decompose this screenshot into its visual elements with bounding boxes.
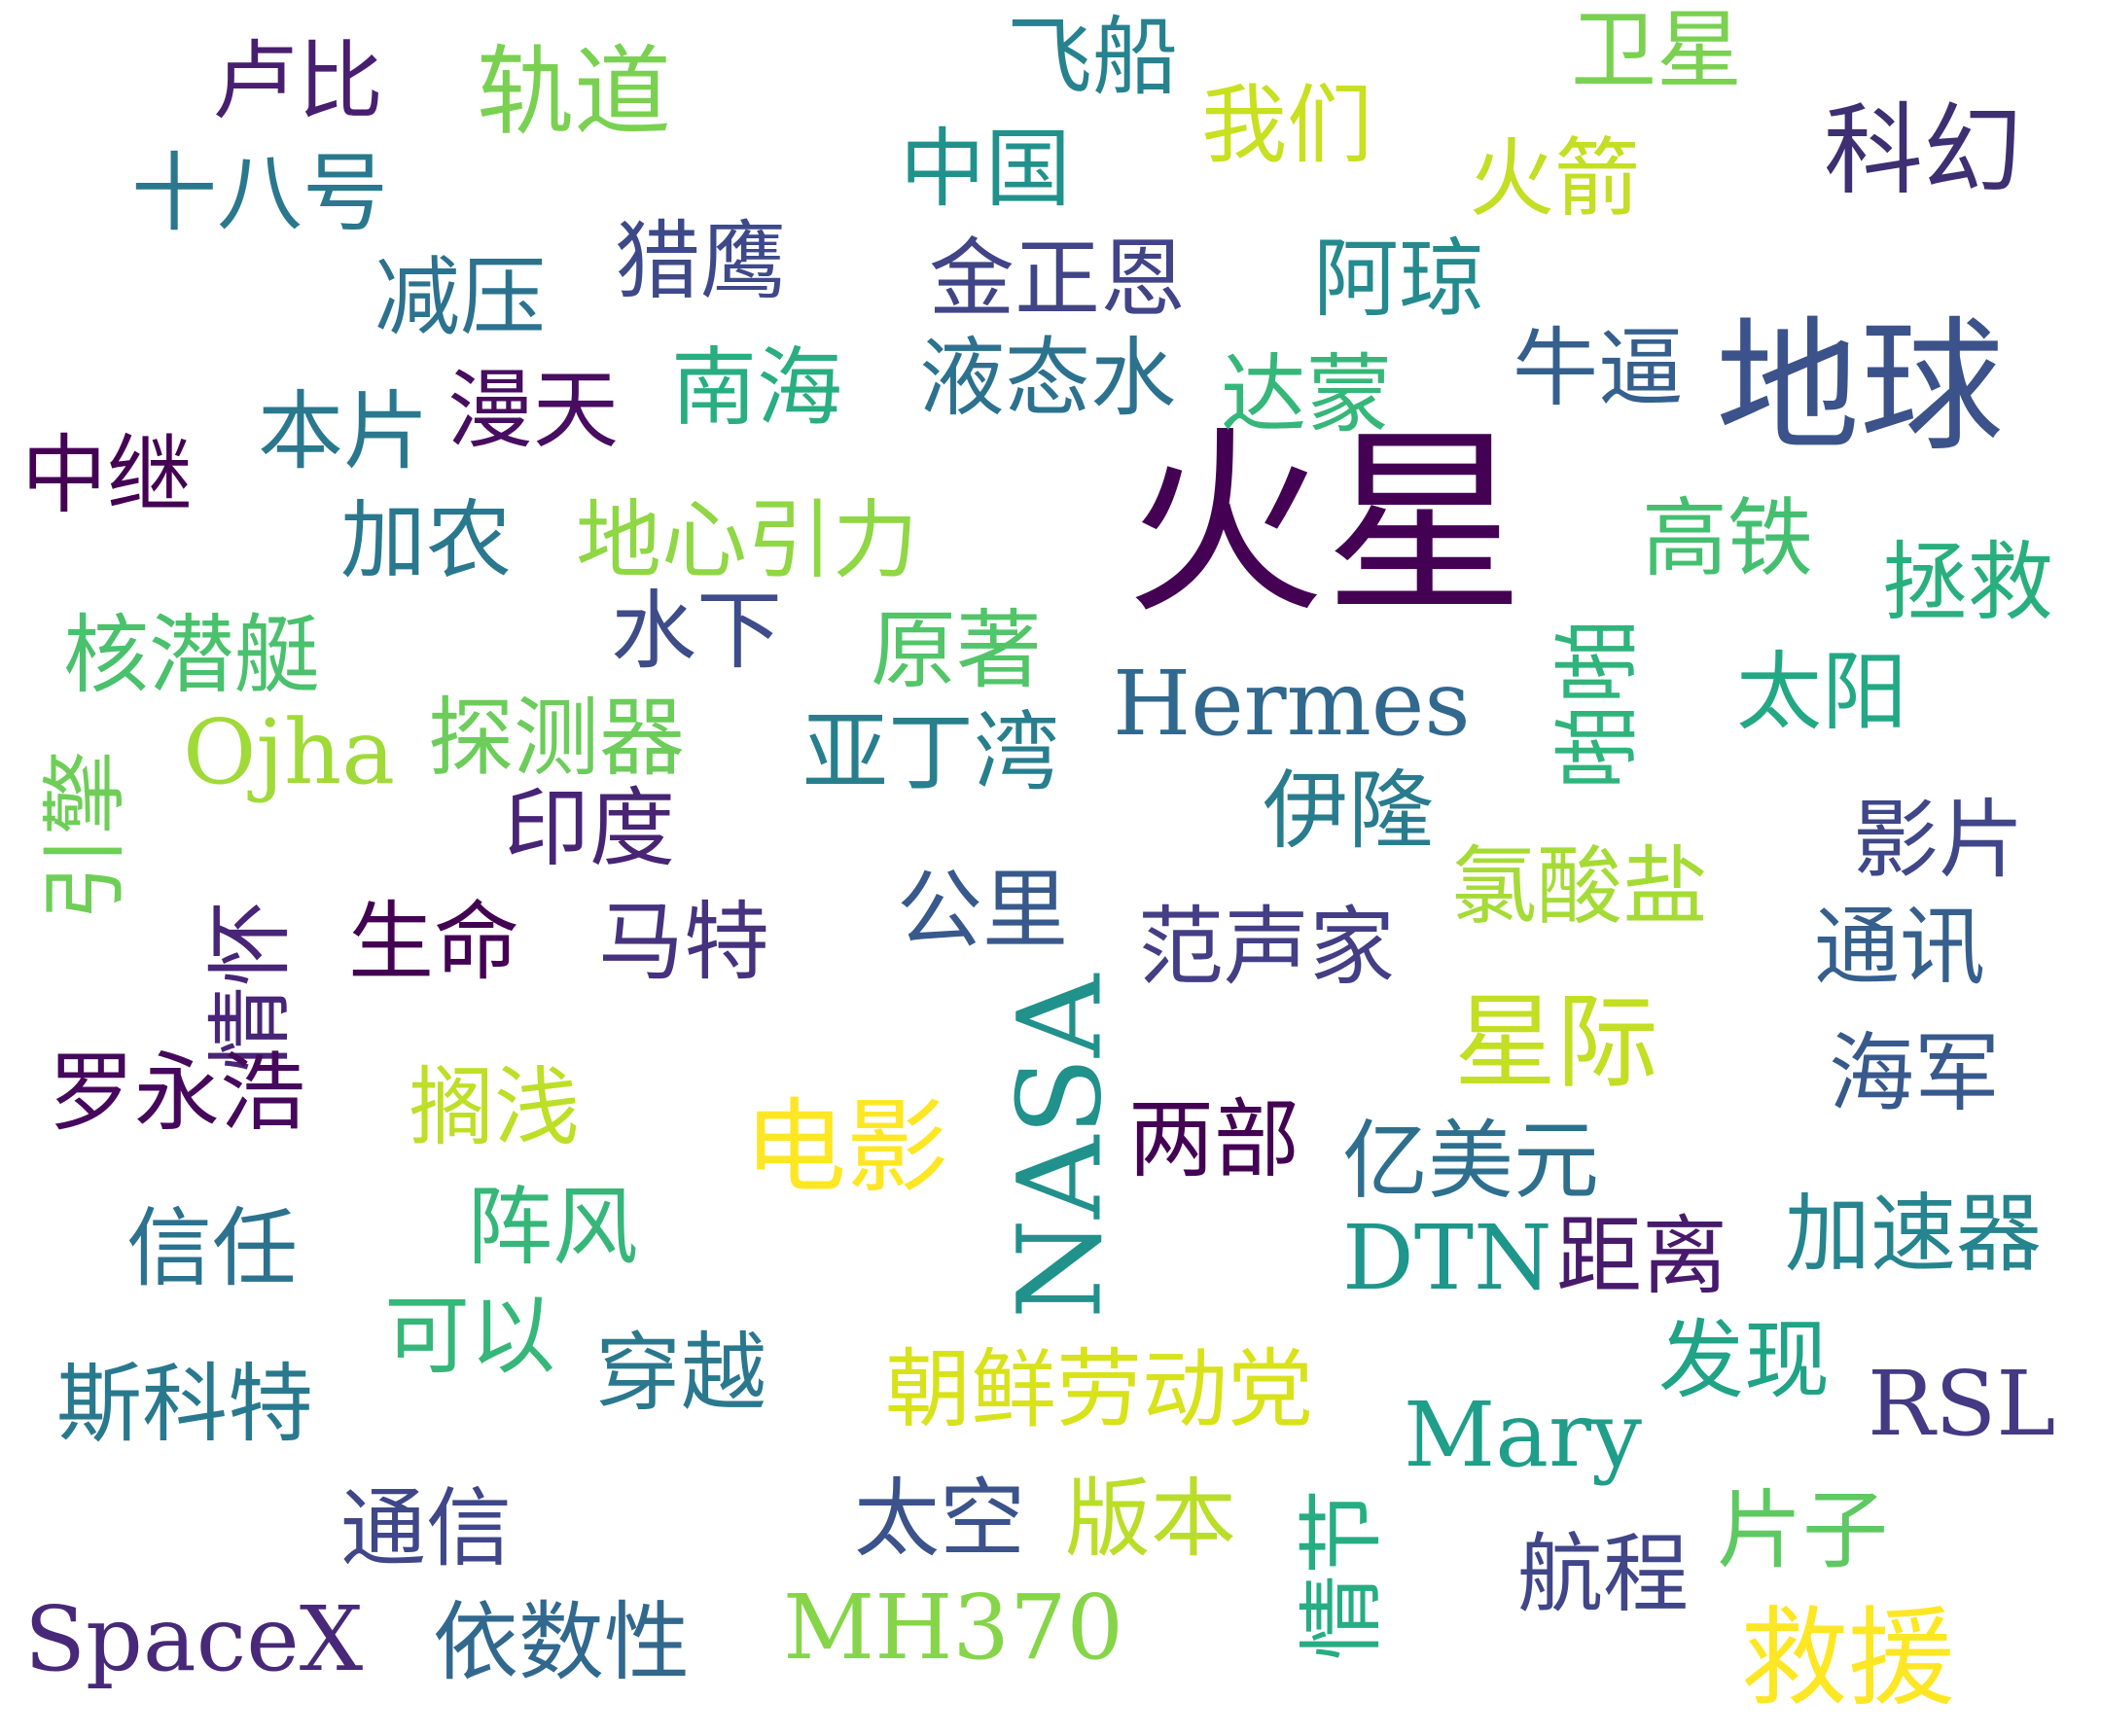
word-zhengjiu: 拯救 xyxy=(1882,532,2054,632)
word-spacex: SpaceX xyxy=(24,1587,364,1691)
word-pianzi: 片子 xyxy=(1717,1480,1889,1580)
word-zhongguo: 中国 xyxy=(900,119,1072,219)
word-geqian: 搁浅 xyxy=(409,1057,581,1157)
word-fanshengjia: 范声家 xyxy=(1138,897,1396,997)
word-shibahao: 十八号 xyxy=(131,143,389,243)
word-dianying: 电影 xyxy=(744,1088,949,1207)
word-yindu: 印度 xyxy=(504,778,676,878)
word-xinren: 信任 xyxy=(126,1198,299,1298)
word-dtn: DTN xyxy=(1342,1206,1552,1310)
word-nanhai: 南海 xyxy=(671,337,843,438)
word-lieying: 猎鹰 xyxy=(615,211,787,311)
word-nasa: NASA xyxy=(992,974,1127,1320)
word-dixinyinli: 地心引力 xyxy=(576,490,919,590)
word-haijun: 海军 xyxy=(1829,1023,2001,1123)
word-shuixia: 水下 xyxy=(611,581,783,681)
word-benpian: 本片 xyxy=(258,381,430,481)
word-lvsuanyan: 氯酸盐 xyxy=(1451,836,1709,937)
word-yingpian: 影片 xyxy=(1853,790,2025,890)
word-ojha: Ojha xyxy=(183,700,396,804)
word-aqiong: 阿琼 xyxy=(1313,229,1485,329)
word-huoxing: 火星 xyxy=(1125,409,1524,641)
word-xingji: 星际 xyxy=(1454,983,1659,1102)
word-mantian: 漫天 xyxy=(447,360,620,460)
word-yimeiyuan: 亿美元 xyxy=(1342,1111,1600,1211)
word-lubi: 卢比 xyxy=(212,31,384,131)
word-mh370: MH370 xyxy=(783,1576,1124,1680)
word-shengming: 生命 xyxy=(348,892,520,992)
word-papa: 啪啪 xyxy=(1548,618,1649,791)
word-hangcheng: 航程 xyxy=(1517,1524,1690,1624)
word-diqiu: 地球 xyxy=(1716,303,2004,471)
word-huojian: 火箭 xyxy=(1469,128,1641,229)
word-zhongji: 中继 xyxy=(21,425,194,525)
word-yetaishui: 液态水 xyxy=(919,328,1177,428)
word-jianya: 减压 xyxy=(374,247,547,347)
word-chaoxianlaodongdang: 朝鲜劳动党 xyxy=(885,1339,1314,1439)
word-jianong: 加农 xyxy=(340,490,513,590)
word-tongxin: 通信 xyxy=(340,1478,513,1578)
word-gongli: 公里 xyxy=(897,860,1069,960)
word-liangbu: 两部 xyxy=(1128,1089,1300,1189)
word-mate: 马特 xyxy=(598,892,770,992)
word-yilong: 伊隆 xyxy=(1263,761,1435,861)
word-women: 我们 xyxy=(1201,75,1373,175)
word-zhenfeng: 阵风 xyxy=(467,1177,639,1277)
word-luoyonghao: 罗永浩 xyxy=(49,1043,306,1143)
word-mary: Mary xyxy=(1404,1383,1643,1487)
word-banben: 版本 xyxy=(1065,1469,1237,1569)
word-yinqing: 引擎 xyxy=(35,749,136,922)
word-guidao: 轨道 xyxy=(477,35,671,149)
word-yishuxing: 依数性 xyxy=(433,1592,691,1692)
word-weixing: 卫星 xyxy=(1571,0,1743,100)
word-gaotie: 高铁 xyxy=(1642,488,1814,588)
word-hermes: Hermes xyxy=(1113,652,1471,756)
word-taiyang: 太阳 xyxy=(1736,642,1908,742)
word-dameng: 达蒙 xyxy=(1221,344,1393,444)
word-heqianting: 核潜艇 xyxy=(63,605,321,705)
word-yuanzhu: 原著 xyxy=(871,600,1043,700)
word-yadingwan: 亚丁湾 xyxy=(802,702,1060,802)
word-jiasuqi: 加速器 xyxy=(1785,1184,2043,1284)
word-kehuan: 科幻 xyxy=(1824,93,2022,209)
word-keyi: 可以 xyxy=(384,1286,556,1386)
word-niubi: 牛逼 xyxy=(1513,318,1685,418)
word-qingjie: 情节 xyxy=(1292,1488,1393,1661)
word-chuanyue: 穿越 xyxy=(595,1323,767,1423)
word-sikete: 斯科特 xyxy=(56,1354,314,1454)
word-juli: 距离 xyxy=(1556,1206,1728,1306)
word-jinzhengen: 金正恩 xyxy=(929,229,1187,329)
word-jiuyuan: 救援 xyxy=(1741,1596,1955,1720)
word-rsl: RSL xyxy=(1868,1352,2056,1456)
word-feichuan: 飞船 xyxy=(1007,7,1179,107)
word-taikong: 太空 xyxy=(854,1469,1026,1569)
word-tanceqi: 探测器 xyxy=(428,688,686,788)
word-faxian: 发现 xyxy=(1658,1310,1831,1410)
word-tongxun: 通讯 xyxy=(1814,897,1986,997)
